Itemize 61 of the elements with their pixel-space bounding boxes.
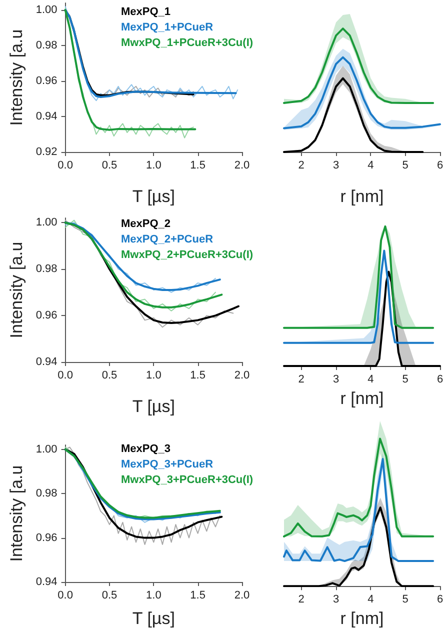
x-tick-label: 1.0: [146, 160, 162, 172]
y-tick-label: 0.96: [36, 75, 58, 88]
y-axis-title: Intensity [a.u: [7, 242, 26, 338]
y-axis-title: Intensity [a.u: [7, 29, 26, 126]
x-tick-label: 1.0: [146, 370, 162, 382]
y-tick-label: 0.92: [36, 146, 58, 158]
x-tick-label: 6: [436, 160, 444, 172]
y-tick-label: 0.96: [36, 532, 58, 544]
x-tick-label: 1.5: [190, 370, 206, 382]
x-tick-label: 4: [368, 160, 374, 172]
x-tick-label: 3: [332, 594, 340, 606]
y-tick-label: 0.98: [36, 263, 58, 276]
x-tick-label: 2.0: [234, 160, 250, 172]
text: MexPQ_3: [121, 443, 171, 455]
series-label: MwxPQ_2+PCueR+3Cu(I): [121, 249, 254, 261]
y-tick-label: 1.00: [36, 216, 58, 229]
x-tick-label: 2: [298, 594, 304, 606]
x-tick-label: 1.5: [190, 590, 206, 602]
y-tick-label: 1.00: [36, 443, 58, 456]
x-tick-label: 0.5: [102, 160, 118, 172]
y-tick-label: 0.96: [36, 310, 58, 322]
x-tick-label: 5: [402, 160, 408, 172]
y-tick-label: 1.00: [36, 4, 58, 16]
x-tick-label: 6: [436, 374, 444, 386]
x-tick-label: 3: [332, 160, 340, 172]
x-tick-label: 4: [368, 594, 374, 606]
x-tick-label: 2: [298, 374, 304, 386]
x-tick-label: 3: [332, 374, 340, 386]
x-axis-title: r [nm]: [340, 609, 384, 628]
x-tick-label: 1.5: [190, 160, 206, 172]
x-tick-label: 2: [298, 160, 304, 172]
y-axis-title: Intensity [a.u: [7, 465, 26, 562]
text: MexPQ_1: [121, 6, 171, 18]
x-tick-label: 0.0: [58, 370, 73, 382]
x-axis-title: r [nm]: [340, 187, 384, 206]
x-axis-title: r [nm]: [340, 388, 384, 408]
x-tick-label: 2.0: [234, 370, 250, 382]
y-tick-label: 0.94: [36, 356, 58, 368]
y-tick-label: 0.94: [36, 576, 58, 588]
x-tick-label: 5: [402, 594, 408, 606]
text: MexPQ_2: [121, 218, 171, 230]
x-axis-title: T [µs]: [132, 609, 175, 628]
x-tick-label: 0.0: [58, 160, 73, 172]
x-axis-title: T [µs]: [132, 187, 175, 206]
x-tick-label: 0.0: [58, 590, 73, 602]
y-tick-label: 0.98: [36, 488, 58, 500]
x-tick-label: 0.5: [102, 590, 118, 602]
x-tick-label: 1.0: [146, 590, 162, 602]
text: MwxPQ_1+PCueR+3Cu(I): [121, 37, 254, 49]
text: MexPQ_3+PCueR: [121, 458, 214, 470]
y-tick-label: 0.94: [36, 110, 58, 123]
series-label: MexPQ_2+PCueR: [121, 234, 214, 246]
x-tick-label: 4: [368, 374, 374, 386]
x-tick-label: 6: [436, 594, 444, 606]
series-label: MwxPQ_3+PCueR+3Cu(I): [121, 474, 254, 486]
x-tick-label: 0.5: [102, 370, 118, 382]
x-axis-title: T [µs]: [132, 397, 175, 416]
x-tick-label: 2.0: [234, 590, 250, 602]
y-tick-label: 0.98: [36, 40, 58, 52]
text: MexPQ_1+PCueR: [121, 22, 214, 34]
x-tick-label: 5: [402, 374, 408, 386]
